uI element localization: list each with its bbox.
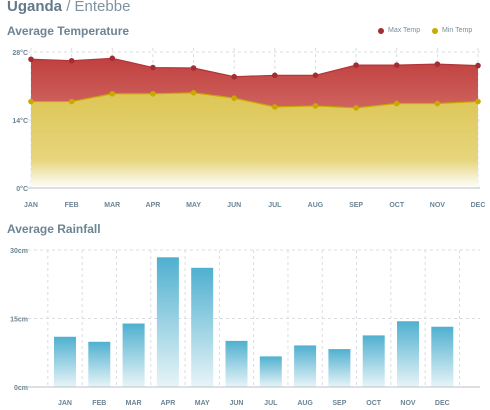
- rain-x-tick-label: DEC: [435, 400, 450, 407]
- rain-x-tick-label: OCT: [366, 400, 382, 407]
- max-temp-point: [272, 72, 278, 79]
- city-name: Entebbe: [74, 0, 131, 15]
- rain-x-tick-label: MAY: [195, 400, 210, 407]
- min-temp-legend-label: Min Temp: [442, 27, 473, 34]
- temp-y-tick-label: 14°C: [12, 117, 28, 125]
- max-temp-point: [434, 61, 441, 67]
- rain-x-tick-label: AUG: [297, 400, 313, 407]
- temp-x-tick-label: DEC: [471, 202, 486, 209]
- rainfall-bar: [397, 321, 419, 387]
- rainfall-bar: [225, 340, 248, 387]
- rain-x-tick-label: NOV: [400, 400, 416, 407]
- max-temp-point: [312, 72, 319, 79]
- rainfall-bar: [54, 336, 76, 387]
- temp-x-tick-label: APR: [146, 202, 161, 209]
- title-separator: /: [66, 0, 71, 15]
- max-temp-point: [231, 73, 237, 80]
- country-name: Uganda: [7, 0, 63, 15]
- min-temp-point: [312, 103, 319, 109]
- page-title: Uganda / Entebbe: [7, 0, 130, 15]
- temp-x-tick-label: MAY: [186, 202, 201, 209]
- max-temp-line: [30, 57, 479, 78]
- temp-x-tick-label: NOV: [430, 202, 446, 209]
- min-temp-area: [31, 92, 478, 188]
- temp-x-tick-label: AUG: [308, 202, 324, 209]
- rainfall-bar: [431, 326, 454, 387]
- rainfall-bar: [88, 341, 111, 387]
- temperature-chart-title: Average Temperature: [7, 24, 130, 38]
- rainfall-chart-title: Average Rainfall: [7, 222, 101, 236]
- min-temp-legend-marker: [432, 27, 438, 34]
- legend-max-temp: Max Temp: [378, 27, 420, 34]
- max-temp-point: [353, 62, 359, 68]
- min-temp-point: [434, 100, 441, 107]
- rain-x-tick-label: APR: [161, 400, 176, 407]
- max-temp-legend-label: Max Temp: [388, 27, 421, 34]
- rainfall-bar: [362, 335, 385, 387]
- min-temp-point: [353, 105, 359, 111]
- min-temp-point: [393, 100, 400, 107]
- rain-x-tick-label: SEP: [332, 400, 346, 407]
- max-temp-point: [109, 55, 116, 62]
- rain-y-tick-label: 15cm: [10, 317, 28, 324]
- temp-x-tick-label: JUL: [268, 202, 282, 209]
- temp-x-tick-label: JUN: [227, 202, 241, 209]
- min-temp-line: [31, 92, 479, 109]
- temp-x-tick-label: SEP: [349, 202, 363, 209]
- temp-x-tick-label: MAR: [104, 202, 120, 209]
- rain-y-tick-label: 30cm: [10, 248, 28, 255]
- min-temp-point: [109, 90, 116, 97]
- rain-x-tick-label: JAN: [58, 400, 72, 407]
- rainfall-bar: [294, 345, 317, 387]
- min-temp-point: [231, 95, 237, 101]
- temp-x-tick-label: FEB: [65, 202, 79, 209]
- rain-x-tick-label: JUN: [229, 400, 243, 407]
- min-temp-point: [190, 90, 197, 96]
- rain-y-tick-label: 0cm: [14, 385, 28, 392]
- rain-x-tick-label: FEB: [92, 400, 106, 407]
- max-temp-point: [68, 57, 75, 64]
- max-temp-point: [475, 62, 481, 69]
- rainfall-bar: [156, 257, 179, 387]
- rainfall-bar: [191, 267, 214, 387]
- rain-x-tick-label: MAR: [126, 400, 142, 407]
- min-temp-point: [475, 98, 481, 105]
- max-temp-point: [28, 56, 34, 63]
- max-temp-legend-marker: [378, 27, 384, 34]
- legend-min-temp: Min Temp: [432, 27, 472, 34]
- rainfall-bar: [259, 356, 282, 387]
- max-temp-point: [150, 64, 156, 71]
- rainfall-bar: [328, 349, 351, 387]
- temp-y-tick-label: 0°C: [16, 185, 28, 193]
- min-temp-point: [28, 98, 34, 105]
- rainfall-bar: [122, 323, 145, 387]
- max-temp-point: [393, 62, 400, 68]
- temp-x-tick-label: OCT: [389, 202, 405, 209]
- temp-x-tick-label: JAN: [24, 202, 38, 209]
- min-temp-point: [68, 98, 75, 105]
- max-temp-point: [190, 65, 197, 71]
- min-temp-point: [272, 104, 278, 110]
- temp-y-tick-label: 28°C: [12, 49, 28, 57]
- min-temp-point: [150, 90, 156, 97]
- rain-x-tick-label: JUL: [264, 400, 278, 407]
